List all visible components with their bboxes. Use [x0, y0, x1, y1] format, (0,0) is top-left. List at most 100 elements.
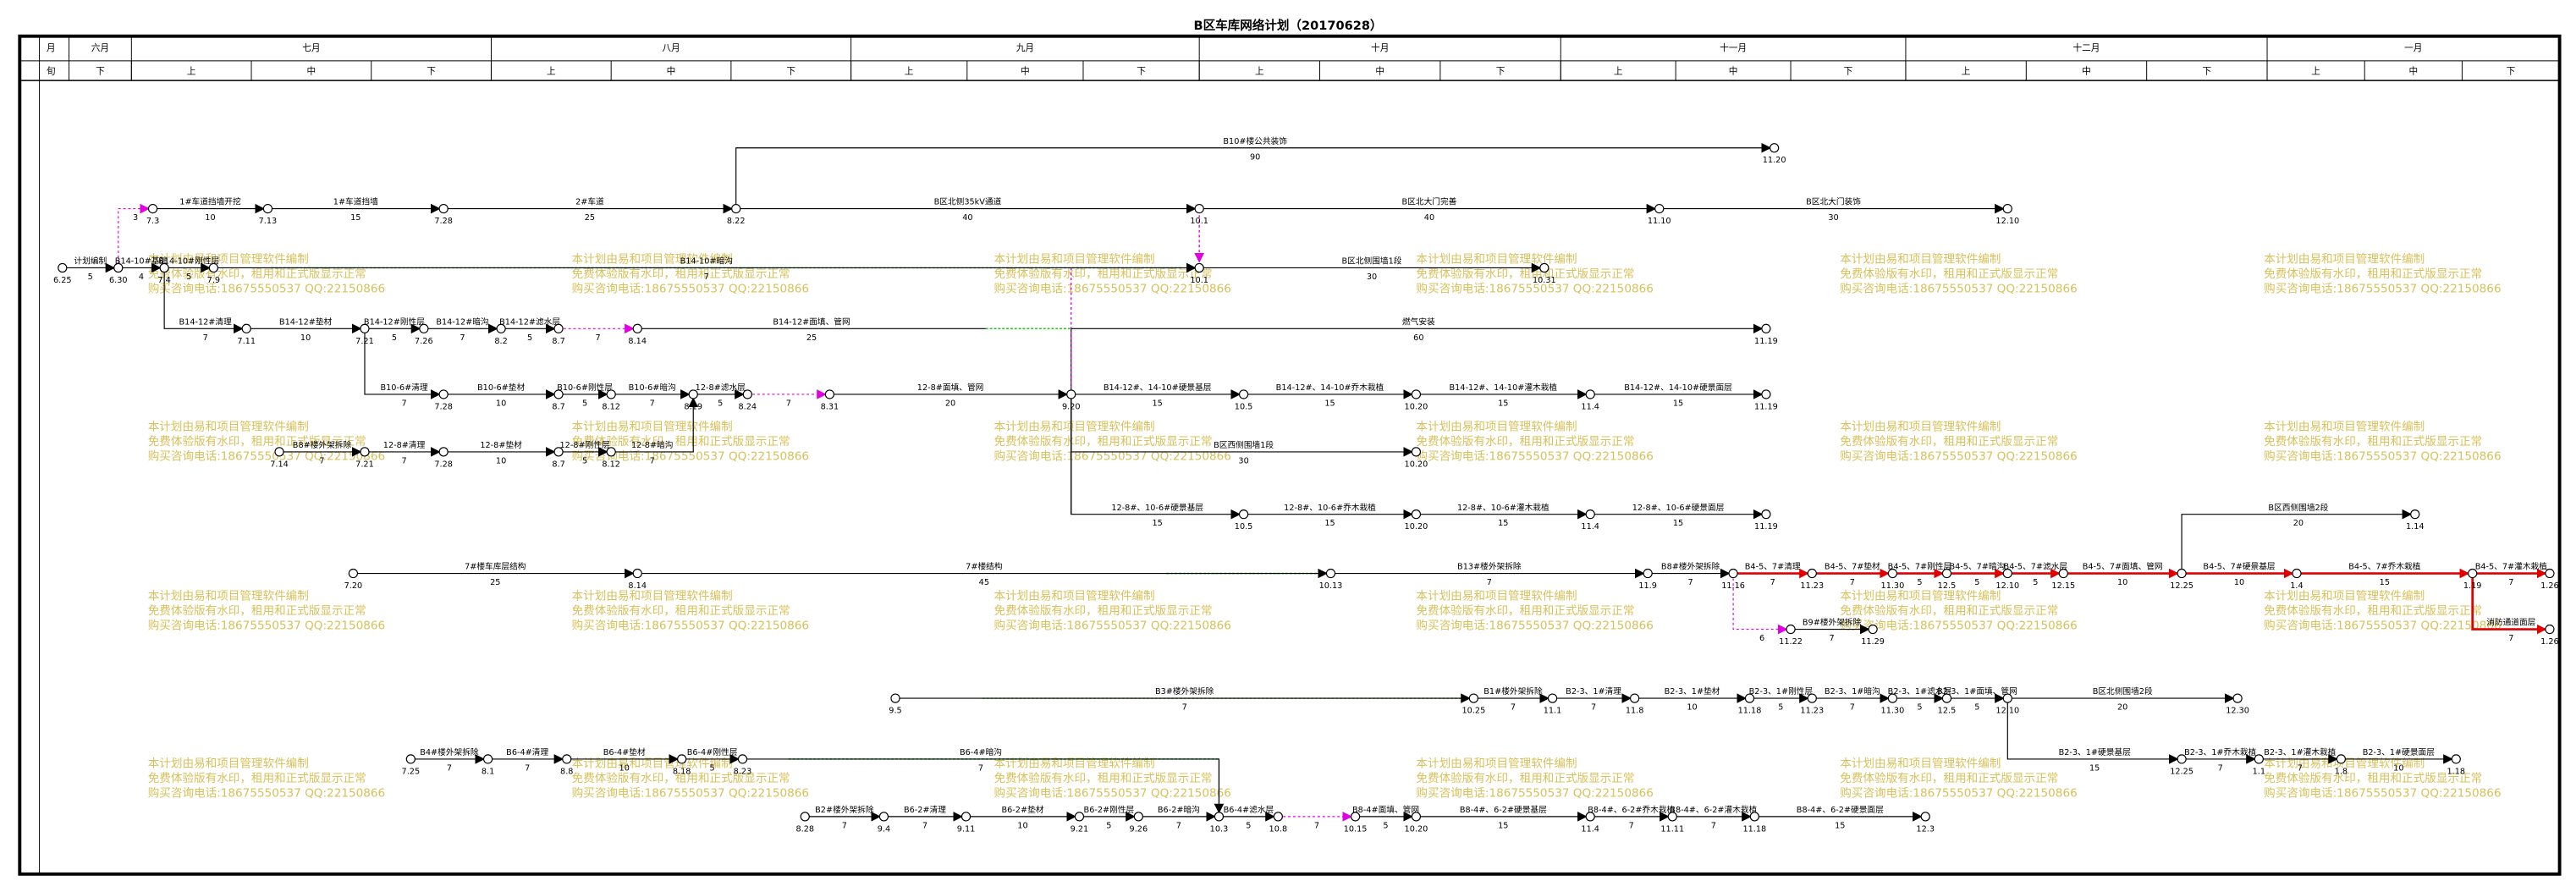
watermark: 购买咨询电话:18675550537 QQ:22150866 [572, 619, 809, 633]
activity-name: B区北侧35kV通道 [934, 196, 1002, 207]
activity-duration: 10 [1687, 703, 1697, 713]
node [1761, 323, 1771, 333]
activity-duration: 25 [490, 578, 500, 587]
node [1941, 568, 1952, 579]
node-date: 9.20 [1062, 402, 1081, 411]
activity-name: B14-10#基础 [115, 256, 168, 267]
activity-duration: 7 [650, 456, 655, 465]
period: 上 [1614, 65, 1623, 76]
month: 一月 [2404, 42, 2422, 53]
activity-name: B6-2#垫材 [1001, 804, 1043, 815]
node [824, 389, 834, 399]
node-date: 11.19 [1754, 522, 1778, 531]
node [1654, 203, 1665, 214]
node-date: 11.4 [1581, 402, 1599, 411]
activity-duration: 5 [2033, 578, 2038, 587]
activity-duration: 7 [203, 333, 208, 343]
node-date: 8.1 [482, 767, 494, 776]
node [1214, 812, 1225, 822]
node [2058, 568, 2068, 579]
node-date: 8.31 [821, 402, 839, 411]
node [960, 812, 972, 822]
node-date: 8.28 [795, 824, 814, 834]
node-date: 7.20 [344, 581, 363, 591]
watermark: 购买咨询电话:18675550537 QQ:22150866 [2264, 283, 2501, 296]
activity-arrow [2181, 509, 2413, 574]
frame [18, 34, 2562, 876]
activity-name: 消防通道面层 [2486, 617, 2535, 628]
activity-name: B10#楼公共装饰 [1223, 135, 1287, 146]
activity-name: B14-12#、14-10#灌木栽植 [1450, 382, 1558, 393]
activity-name: B8#楼外架拆除 [1661, 561, 1720, 572]
watermark: 本计划由易和项目管理软件编制 [1840, 421, 2001, 434]
activity-duration: 4 [139, 273, 144, 282]
node-date: 8.7 [552, 337, 564, 346]
node-date: 7.28 [434, 460, 453, 469]
activity-duration: 7 [2298, 764, 2303, 774]
activity-name: B6-4#刚性层 [687, 746, 738, 757]
watermark: 免费体验版有水印，租用和正式版显示正常 [2264, 604, 2482, 618]
activity-duration: 7 [460, 333, 465, 343]
node-date: 8.19 [684, 402, 702, 411]
activity-duration: 7 [1850, 703, 1855, 713]
node-date: 10.31 [1533, 276, 1556, 285]
activity-duration: 7 [2218, 764, 2223, 774]
activity-duration: 10 [619, 764, 630, 774]
activity-name: B10-6#刚性层 [557, 382, 613, 393]
node-date: 11.23 [1800, 581, 1824, 591]
activity-duration: 25 [585, 213, 595, 223]
activity-duration: 40 [1424, 213, 1434, 223]
node-date: 11.8 [1626, 707, 1644, 716]
title: B区车库网络计划（20170628） [1194, 18, 1383, 33]
activity-duration: 7 [922, 821, 927, 830]
watermark: 本计划由易和项目管理软件编制 [1416, 421, 1577, 434]
node [2254, 754, 2264, 764]
node-date: 8.7 [552, 460, 564, 469]
node-date: 8.14 [628, 337, 647, 346]
node-date: 1.26 [2540, 637, 2559, 647]
activity-duration: 45 [979, 578, 989, 587]
node [1868, 624, 1878, 635]
node-date: 9.21 [1071, 824, 1089, 834]
node [1238, 509, 1249, 520]
activity-duration: 7 [401, 456, 406, 465]
node [2002, 203, 2012, 214]
watermark: 本计划由易和项目管理软件编制 [994, 421, 1155, 434]
activity-arrow [1071, 394, 1241, 520]
activity-duration: 90 [1250, 152, 1260, 162]
node-date: 7.14 [270, 460, 289, 469]
activity-name: B2-3、1#面填、管网 [1937, 686, 2017, 697]
activity-duration: 15 [2380, 578, 2390, 587]
activity-name: 12-8#刚性层 [560, 439, 610, 450]
watermark: 免费体验版有水印，租用和正式版显示正常 [572, 267, 790, 281]
node-date: 1.18 [2447, 767, 2465, 776]
watermark: 购买咨询电话:18675550537 QQ:22150866 [1416, 450, 1653, 464]
activity-name: B2-3、1#灌木栽植 [2264, 746, 2336, 757]
node-date: 12.25 [2170, 581, 2193, 591]
activity-duration: 7 [2508, 578, 2513, 587]
node [562, 754, 572, 764]
node [241, 323, 251, 333]
watermark: 购买咨询电话:18675550537 QQ:22150866 [148, 283, 385, 296]
activity-name: B区北大门完善 [1402, 196, 1457, 207]
activity-duration: 5 [392, 333, 397, 343]
activity-name: 1#车道挡墙 [333, 196, 378, 207]
watermark: 免费体验版有水印，租用和正式版显示正常 [994, 267, 1213, 281]
node [419, 323, 429, 333]
watermark: 免费体验版有水印，租用和正式版显示正常 [148, 604, 366, 618]
node-date: 11.11 [1660, 824, 1684, 834]
activity-arrow [364, 328, 441, 399]
node-date: 6.25 [53, 276, 72, 285]
node-date: 8.24 [739, 402, 757, 411]
node-date: 9.11 [957, 824, 976, 834]
node [1325, 568, 1336, 579]
node [890, 693, 900, 703]
node [1411, 389, 1422, 399]
activity-name: 12-8#清理 [383, 439, 426, 450]
node-date: 10.8 [1269, 824, 1288, 834]
activity-name: B2-3、1#乔木栽植 [2184, 746, 2256, 757]
activity-duration: 7 [650, 399, 655, 409]
period: 上 [2311, 65, 2320, 76]
activity-name: B1#楼外架拆除 [1483, 686, 1543, 697]
node-date: 7.28 [434, 217, 453, 226]
